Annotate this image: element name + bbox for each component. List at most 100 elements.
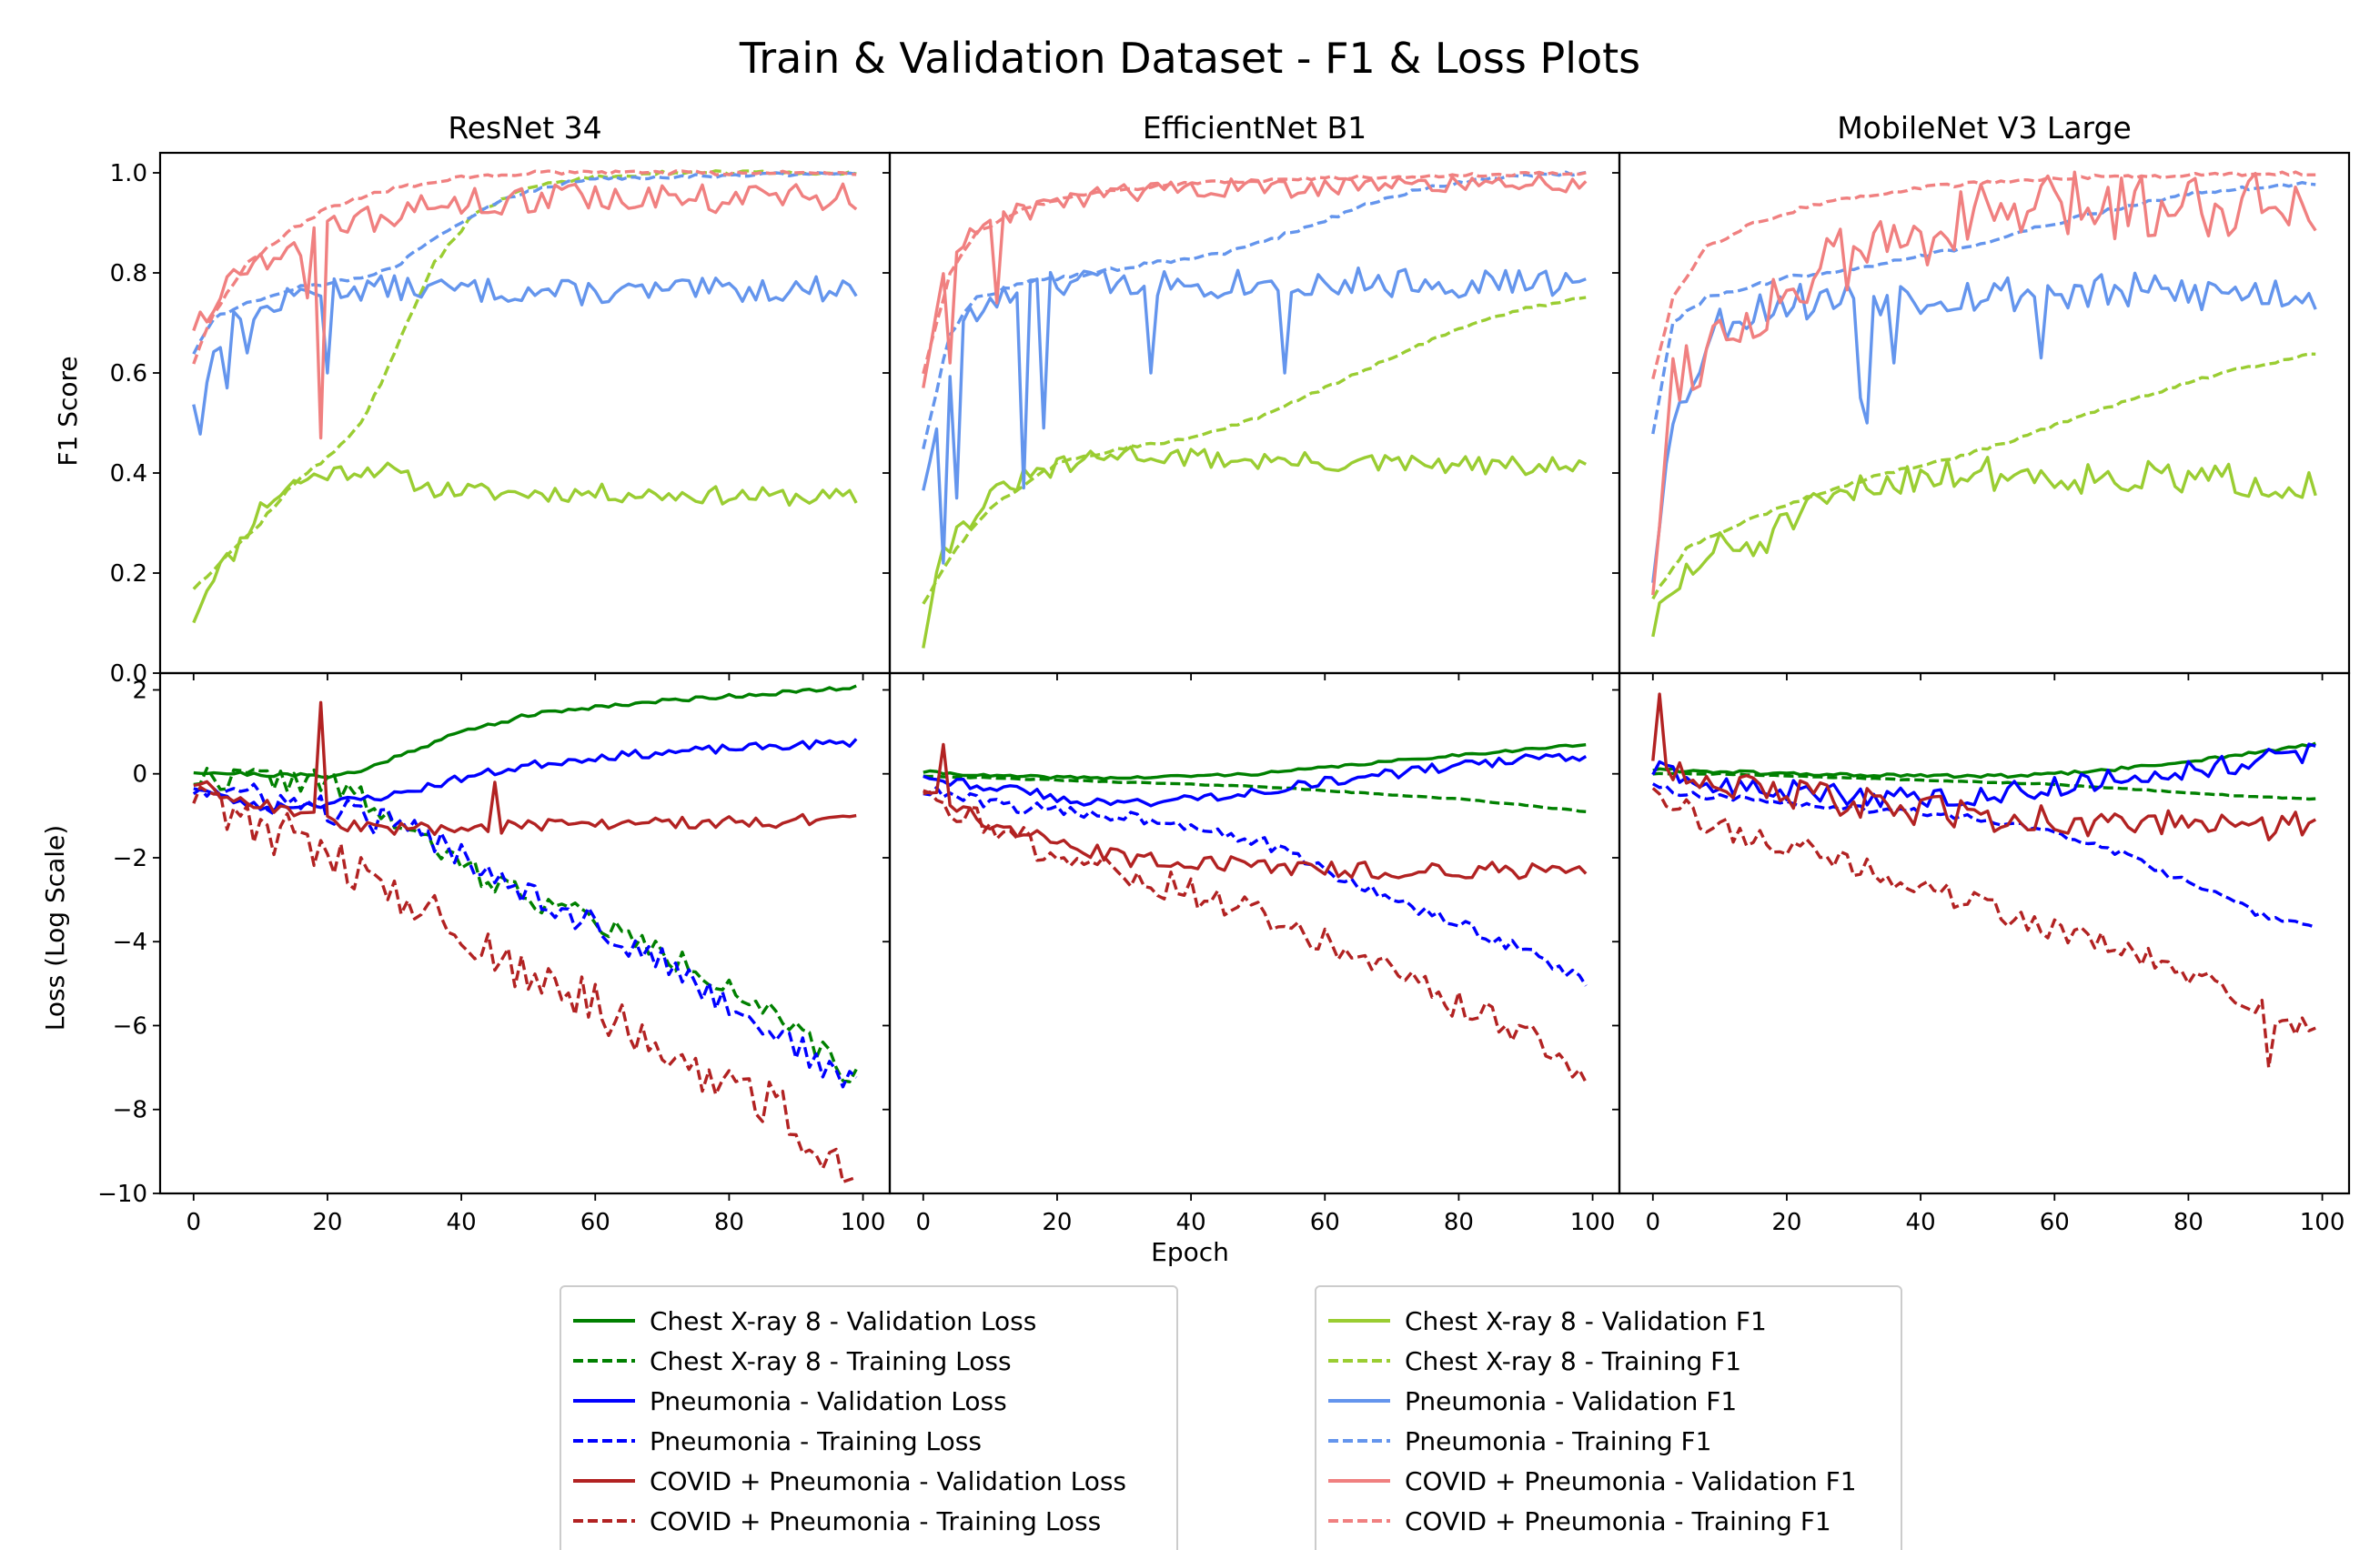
legend-entry: Chest X-ray 8 - Validation Loss xyxy=(573,1306,1036,1336)
legend-label: Pneumonia - Validation Loss xyxy=(650,1386,1007,1416)
series-group xyxy=(1651,170,2317,638)
x-tick-label: 20 xyxy=(312,1209,342,1236)
y-tick-label: −6 xyxy=(113,1012,147,1040)
series-line-cx-train-f1 xyxy=(1651,352,2316,600)
panel-3: MobileNet V3 Large 0 20 40 60 80 100 xyxy=(1612,110,2351,1236)
legend-frame xyxy=(560,1285,1178,1550)
series-line-cp-val-f1 xyxy=(922,173,1588,388)
legend-entry: Pneumonia - Training F1 xyxy=(1328,1426,1711,1456)
x-tick-label: 20 xyxy=(1042,1209,1072,1236)
y-tick-label: 2 xyxy=(132,677,147,704)
panel-title: EfficientNet B1 xyxy=(1143,110,1366,146)
x-axis-label: Epoch xyxy=(1151,1237,1229,1267)
series-group xyxy=(1651,692,2317,1070)
legend-entry: Pneumonia - Validation F1 xyxy=(1328,1386,1737,1416)
series-line-cx-train-loss xyxy=(193,767,858,1084)
axes-frame xyxy=(888,151,1621,675)
axes-frame xyxy=(158,151,892,675)
series-line-cp-val-loss xyxy=(193,700,857,836)
series-group xyxy=(922,170,1588,649)
x-tick-label: 100 xyxy=(1570,1209,1616,1236)
panel-title: ResNet 34 xyxy=(448,110,601,146)
legend-label: Chest X-ray 8 - Training F1 xyxy=(1405,1346,1741,1376)
subplot-f1 xyxy=(1612,151,2351,680)
legend-label: COVID + Pneumonia - Validation F1 xyxy=(1405,1466,1857,1496)
series-group xyxy=(192,684,858,1184)
series-line-cx-val-f1 xyxy=(1651,456,2317,638)
legend-label: Pneumonia - Training Loss xyxy=(650,1426,982,1456)
legend-label: Pneumonia - Validation F1 xyxy=(1405,1386,1737,1416)
subplot-loss: 0 20 40 60 80 100 xyxy=(882,671,1621,1236)
y-tick-label: 0.4 xyxy=(110,460,147,488)
x-tick-label: 100 xyxy=(2300,1209,2345,1236)
series-line-cx-val-loss xyxy=(1652,741,2316,780)
x-tick-label: 0 xyxy=(1646,1209,1661,1236)
x-tick-label: 80 xyxy=(714,1209,744,1236)
series-line-cx-train-f1 xyxy=(192,169,857,590)
series-line-pn-val-f1 xyxy=(1651,271,2317,583)
panel-2: EfficientNet B1 0 20 40 60 80 100 xyxy=(882,110,1621,1236)
legend-label: Chest X-ray 8 - Validation Loss xyxy=(650,1306,1036,1336)
series-line-cp-train-f1 xyxy=(1651,170,2316,380)
y-tick-label: 0.6 xyxy=(110,360,147,388)
legend-label: COVID + Pneumonia - Training F1 xyxy=(1405,1506,1831,1536)
legend-label: Chest X-ray 8 - Training Loss xyxy=(650,1346,1012,1376)
x-tick-label: 40 xyxy=(1906,1209,1936,1236)
series-line-cp-val-f1 xyxy=(192,182,858,440)
legend-entry: Chest X-ray 8 - Validation F1 xyxy=(1328,1306,1767,1336)
axes-frame xyxy=(158,671,892,1195)
x-tick-label: 40 xyxy=(1176,1209,1206,1236)
series-line-cx-val-loss xyxy=(193,684,857,780)
series-line-cp-train-loss xyxy=(923,790,1588,1083)
x-tick-label: 0 xyxy=(916,1209,932,1236)
y-tick-label: −2 xyxy=(113,845,147,872)
f1-axis-label: F1 Score xyxy=(53,356,83,466)
series-line-cx-val-f1 xyxy=(922,445,1587,649)
x-tick-label: 60 xyxy=(2040,1209,2070,1236)
legend-label: Chest X-ray 8 - Validation F1 xyxy=(1405,1306,1767,1336)
axes-frame xyxy=(1618,151,2351,675)
y-tick-label: 0.0 xyxy=(110,660,147,688)
x-tick-label: 100 xyxy=(841,1209,886,1236)
series-line-pn-train-f1 xyxy=(1651,180,2316,435)
subplot-f1: 0.0 0.2 0.4 0.6 0.8 1.0 xyxy=(110,151,892,688)
series-line-cx-train-loss xyxy=(923,774,1587,813)
series-line-pn-val-f1 xyxy=(192,274,858,436)
series-group xyxy=(192,169,858,624)
loss-axis-label: Loss (Log Scale) xyxy=(40,825,70,1031)
legend-frame xyxy=(1315,1285,1902,1550)
x-tick-label: 80 xyxy=(2173,1209,2204,1236)
x-tick-label: 20 xyxy=(1771,1209,1801,1236)
panel-1: ResNet 34 0.0 0.2 0.4 0.6 0.8 1.0 −10 −8 −6 −4 −2 0 2… xyxy=(97,110,892,1236)
series-line-cp-val-f1 xyxy=(1651,170,2317,596)
legend-label: COVID + Pneumonia - Validation Loss xyxy=(650,1466,1126,1496)
series-line-pn-train-loss xyxy=(1651,782,2316,929)
y-tick-label: 0 xyxy=(132,761,147,789)
legend-entry: COVID + Pneumonia - Training F1 xyxy=(1328,1506,1831,1536)
y-tick-label: −4 xyxy=(113,929,147,956)
y-tick-label: 0.2 xyxy=(110,560,147,588)
series-line-pn-train-f1 xyxy=(922,170,1587,449)
y-tick-label: −10 xyxy=(97,1181,147,1208)
legend-entry: Pneumonia - Validation Loss xyxy=(573,1386,1007,1416)
x-tick-label: 60 xyxy=(580,1209,610,1236)
x-tick-label: 80 xyxy=(1444,1209,1474,1236)
x-tick-label: 0 xyxy=(187,1209,202,1236)
series-line-cp-train-f1 xyxy=(192,169,857,365)
axes-frame xyxy=(1618,671,2351,1195)
legend-entry: Chest X-ray 8 - Training F1 xyxy=(1328,1346,1741,1376)
figure-title: Train & Validation Dataset - F1 & Loss P… xyxy=(739,34,1640,83)
legend-label: COVID + Pneumonia - Training Loss xyxy=(650,1506,1101,1536)
series-line-cx-train-loss xyxy=(1652,771,2316,801)
series-line-cp-val-loss xyxy=(923,742,1588,881)
series-line-cp-val-loss xyxy=(1651,692,2317,841)
x-tick-label: 40 xyxy=(447,1209,477,1236)
series-line-cp-train-loss xyxy=(192,785,857,1184)
series-line-cx-val-f1 xyxy=(192,461,858,624)
x-tick-label: 60 xyxy=(1310,1209,1340,1236)
y-tick-label: 1.0 xyxy=(110,160,147,187)
series-line-pn-train-loss xyxy=(923,786,1588,987)
legend-f1: Chest X-ray 8 - Validation F1 Chest X-ray… xyxy=(1315,1285,1902,1550)
y-tick-label: 0.8 xyxy=(110,260,147,287)
